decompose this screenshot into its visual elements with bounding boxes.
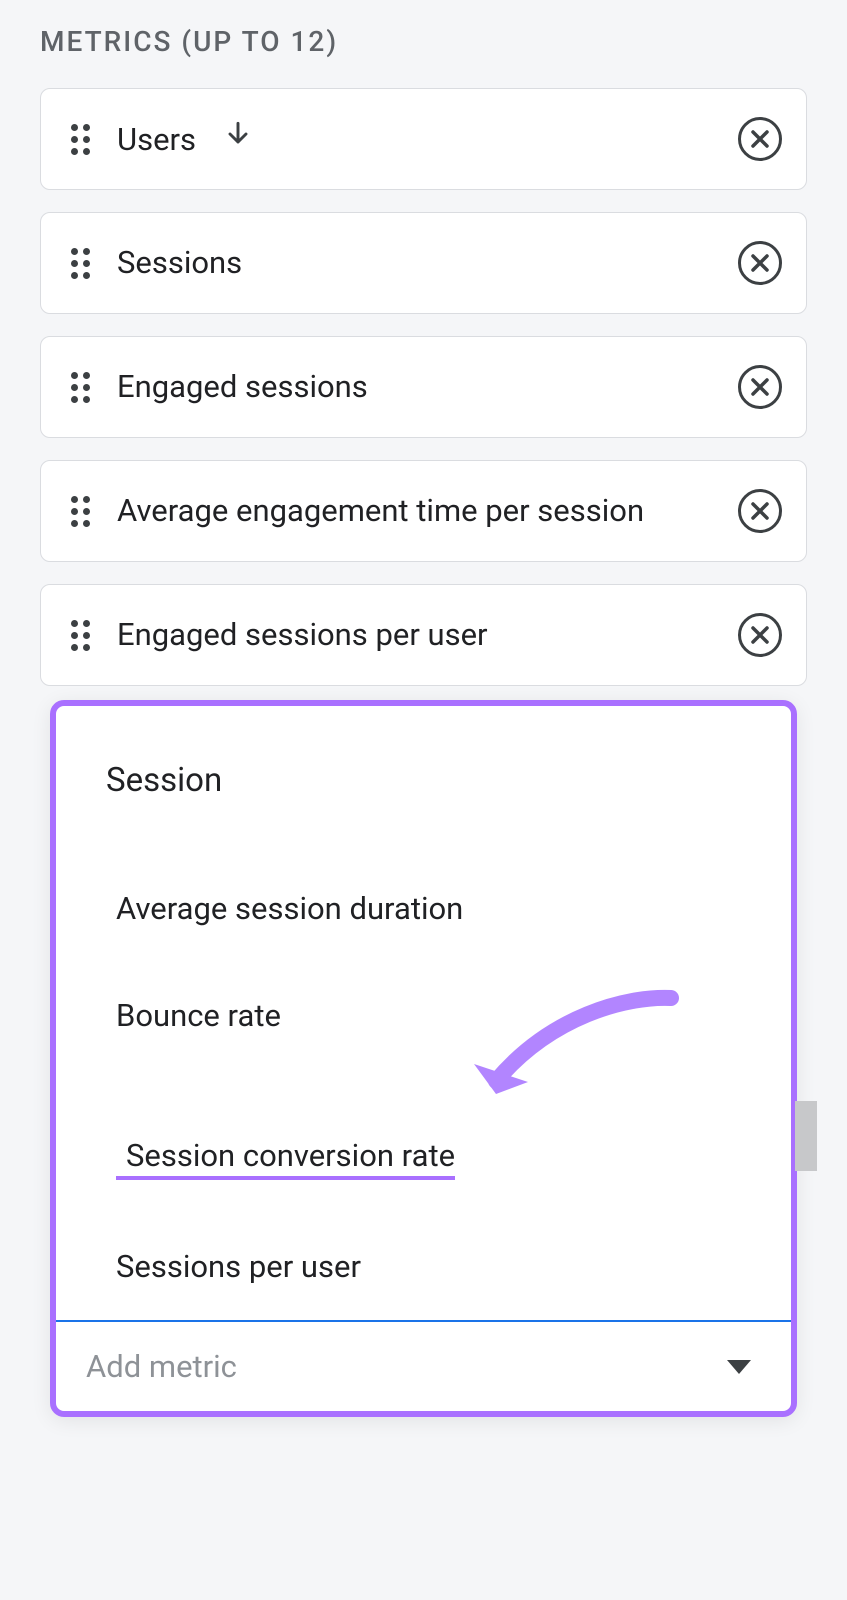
metric-card: Engaged sessions per user (40, 584, 807, 686)
metric-dropdown-panel: Session Average session duration Bounce … (50, 700, 797, 1417)
caret-down-icon (727, 1360, 751, 1374)
metric-label: Average engagement time per session (117, 491, 738, 531)
metric-card: Sessions (40, 212, 807, 314)
remove-metric-button[interactable] (738, 613, 782, 657)
add-metric-label: Add metric (86, 1348, 237, 1385)
remove-metric-button[interactable] (738, 365, 782, 409)
dropdown-option[interactable]: Average session duration (106, 855, 741, 962)
add-metric-button[interactable]: Add metric (56, 1320, 791, 1411)
drag-handle-icon[interactable] (65, 248, 95, 279)
metric-label: Sessions (117, 243, 738, 283)
drag-handle-icon[interactable] (65, 620, 95, 651)
dropdown-option[interactable]: Sessions per user (106, 1213, 741, 1320)
metric-label-text: Users (117, 121, 196, 158)
metric-card: Average engagement time per session (40, 460, 807, 562)
remove-metric-button[interactable] (738, 489, 782, 533)
drag-handle-icon[interactable] (65, 124, 95, 155)
drag-handle-icon[interactable] (65, 372, 95, 403)
metric-label: Engaged sessions (117, 367, 738, 407)
metric-label: Users (117, 118, 738, 160)
remove-metric-button[interactable] (738, 117, 782, 161)
dropdown-group-title: Session (106, 761, 741, 800)
drag-handle-icon[interactable] (65, 496, 95, 527)
dropdown-option[interactable]: Bounce rate (106, 962, 741, 1069)
metric-card: Engaged sessions (40, 336, 807, 438)
arrow-down-icon[interactable] (222, 121, 254, 158)
metric-label: Engaged sessions per user (117, 615, 738, 655)
metrics-section-header: METRICS (UP TO 12) (40, 25, 807, 58)
remove-metric-button[interactable] (738, 241, 782, 285)
scrollbar-thumb[interactable] (795, 1101, 817, 1171)
dropdown-option-highlighted[interactable]: Session conversion rate (116, 1102, 455, 1180)
metric-card: Users (40, 88, 807, 190)
